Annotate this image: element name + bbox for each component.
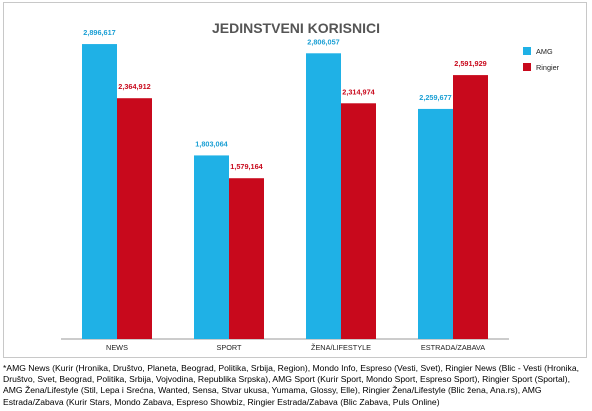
bar-ringier bbox=[453, 75, 488, 339]
bars-layer bbox=[82, 44, 488, 340]
category-label: ESTRADA/ZABAVA bbox=[421, 343, 485, 352]
category-label: NEWS bbox=[106, 343, 128, 352]
chart-container: JEDINSTVENI KORISNICI NEWS 2,896,617 2,364… bbox=[3, 2, 587, 358]
bar-chart: JEDINSTVENI KORISNICI NEWS 2,896,617 2,364… bbox=[61, 20, 560, 352]
bar-amg bbox=[418, 108, 453, 339]
footnote: *AMG News (Kurir (Hronika, Društvo, Plan… bbox=[3, 363, 579, 407]
legend: AMG Ringier bbox=[523, 47, 560, 72]
category-label: SPORT bbox=[216, 343, 242, 352]
legend-label: AMG bbox=[536, 47, 553, 56]
bar-amg bbox=[82, 44, 117, 340]
category-label: ŽENA/LIFESTYLE bbox=[311, 343, 371, 352]
legend-swatch bbox=[523, 63, 531, 71]
data-label: 2,364,912 bbox=[118, 82, 150, 91]
legend-label: Ringier bbox=[536, 63, 560, 72]
bar-ringier bbox=[341, 103, 376, 340]
bar-ringier bbox=[229, 178, 264, 339]
data-label: 1,579,164 bbox=[230, 162, 263, 171]
chart-title: JEDINSTVENI KORISNICI bbox=[212, 20, 380, 36]
bar-amg bbox=[306, 53, 341, 339]
labels-layer: NEWS 2,896,617 2,364,912 SPORT 1,803,064 1,57… bbox=[83, 28, 486, 352]
data-label: 1,803,064 bbox=[195, 139, 228, 148]
data-label: 2,314,974 bbox=[342, 87, 375, 96]
bar-ringier bbox=[117, 98, 152, 340]
legend-swatch bbox=[523, 47, 531, 55]
data-label: 2,259,677 bbox=[419, 93, 451, 102]
bar-amg bbox=[194, 155, 229, 339]
data-label: 2,806,057 bbox=[307, 37, 339, 46]
data-label: 2,896,617 bbox=[83, 28, 115, 37]
data-label: 2,591,929 bbox=[454, 59, 486, 68]
